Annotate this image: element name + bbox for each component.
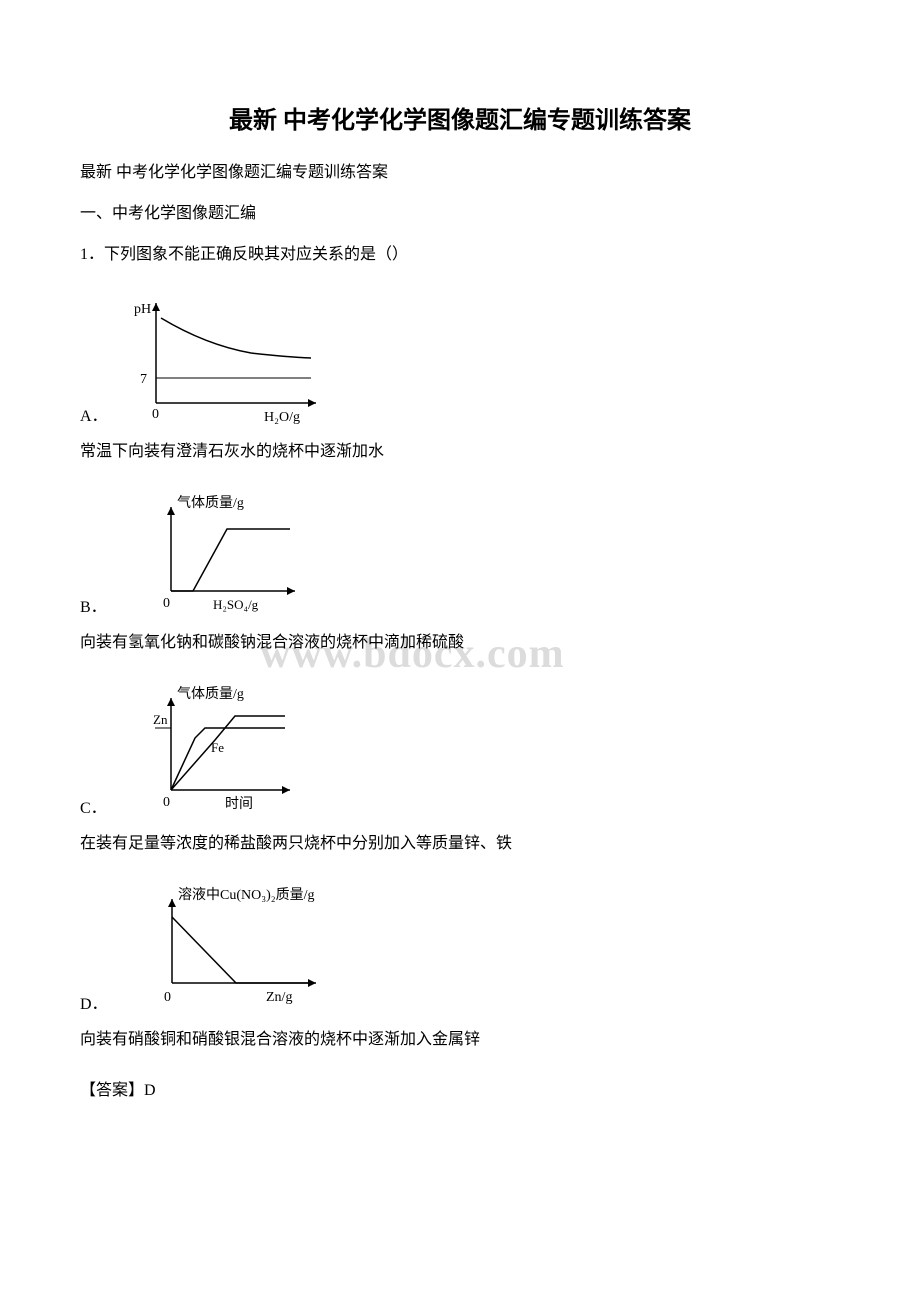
option-c-row: C． Zn Fe 气体质量/g 0 时间 <box>80 680 840 820</box>
option-a-label: A． <box>80 402 108 428</box>
origin-label: 0 <box>164 990 171 1005</box>
option-b-chart: 气体质量/g 0 H₂SO₄/g <box>115 489 315 619</box>
x-axis-label: Zn/g <box>266 990 292 1005</box>
origin-label: 0 <box>163 596 170 611</box>
y-axis-label: pH <box>134 302 151 317</box>
y-axis-label: 气体质量/g <box>177 495 244 511</box>
y-axis-arrow <box>167 507 175 515</box>
x-axis-arrow <box>282 786 290 794</box>
y-axis-arrow <box>168 899 176 907</box>
option-d-label: D． <box>80 990 108 1016</box>
x-axis-label: 时间 <box>225 796 253 812</box>
option-a-chart: 7 pH 0 H₂O/g <box>116 283 336 428</box>
option-c-caption: 在装有足量等浓度的稀盐酸两只烧杯中分别加入等质量锌、铁 <box>80 830 840 859</box>
option-a-caption: 常温下向装有澄清石灰水的烧杯中逐渐加水 <box>80 438 840 467</box>
y-axis-arrow <box>152 303 160 311</box>
zn-curve <box>171 728 285 790</box>
option-d-caption: 向装有硝酸铜和硝酸银混合溶液的烧杯中逐渐加入金属锌 <box>80 1026 840 1055</box>
document-subtitle: 最新 中考化学化学图像题汇编专题训练答案 <box>80 159 840 188</box>
x-axis-arrow <box>287 587 295 595</box>
option-b-caption: 向装有氢氧化钠和碳酸钠混合溶液的烧杯中滴加稀硫酸 <box>80 629 840 658</box>
answer-text: 【答案】D <box>80 1077 840 1106</box>
option-c-label: C． <box>80 794 107 820</box>
y-axis-arrow <box>167 698 175 706</box>
y-axis-label: 气体质量/g <box>177 686 244 702</box>
option-b-label: B． <box>80 593 107 619</box>
origin-label: 0 <box>152 407 159 422</box>
origin-label: 0 <box>163 795 170 810</box>
fe-label: Fe <box>211 740 224 755</box>
section-header: 一、中考化学图像题汇编 <box>80 200 840 229</box>
document-title: 最新 中考化学化学图像题汇编专题训练答案 <box>80 100 840 135</box>
x-axis-label: H₂O/g <box>264 410 300 425</box>
option-b-row: B． 气体质量/g 0 H₂SO₄/g <box>80 489 840 619</box>
option-d-chart: 溶液中Cu(NO₃)₂质量/g 0 Zn/g <box>116 881 346 1016</box>
zn-label: Zn <box>153 712 168 727</box>
curve <box>161 318 311 358</box>
curve <box>171 529 290 591</box>
option-d-row: D． 溶液中Cu(NO₃)₂质量/g 0 Zn/g <box>80 881 840 1016</box>
question-text: 1．下列图象不能正确反映其对应关系的是（） <box>80 241 840 270</box>
curve <box>172 917 311 983</box>
x-axis-label: H₂SO₄/g <box>213 597 259 612</box>
option-c-chart: Zn Fe 气体质量/g 0 时间 <box>115 680 305 820</box>
y-tick-label: 7 <box>140 372 147 387</box>
option-a-row: A． 7 pH 0 H₂O/g <box>80 283 840 428</box>
x-axis-arrow <box>308 399 316 407</box>
y-axis-label: 溶液中Cu(NO₃)₂质量/g <box>178 887 315 903</box>
